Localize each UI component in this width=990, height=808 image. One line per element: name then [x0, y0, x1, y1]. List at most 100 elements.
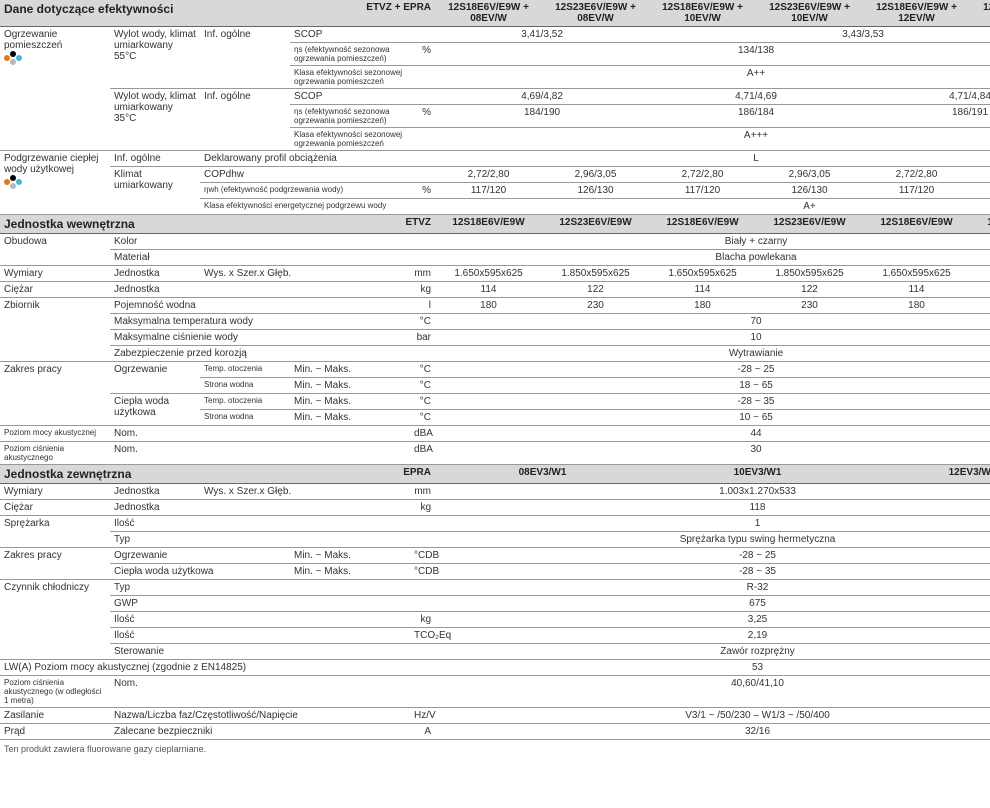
- label-minmax-3: Min. ~ Maks.: [290, 394, 410, 410]
- label-chlod: Czynnik chłodniczy: [0, 580, 110, 660]
- val-cis: 30: [435, 442, 990, 465]
- val-ilosc-3: 2,19: [435, 628, 990, 644]
- val-z6: -28 ~ 35: [435, 564, 990, 580]
- unit-dba-1: dBA: [410, 426, 435, 442]
- label-sprez: Sprężarka: [0, 516, 110, 548]
- val-z2: 18 ~ 65: [435, 378, 990, 394]
- sec2-col-0: 12S18E6V/E9W: [435, 215, 542, 234]
- tk-3: 230: [756, 298, 863, 314]
- label-moc-ak: Poziom mocy akustycznej: [0, 426, 110, 442]
- efficiency-table: Dane dotyczące efektywności ETVZ + EPRA …: [0, 0, 990, 215]
- label-profil: Deklarowany profil obciążenia: [200, 151, 435, 167]
- val-typ-1: Sprężarka typu swing hermetyczna: [435, 532, 990, 548]
- val-scop35-b: 4,71/4,69: [649, 89, 863, 105]
- label-jednostka-1: Jednostka: [110, 266, 200, 282]
- val-dim-out: 1.003x1.270x533: [435, 484, 990, 500]
- dim-0: 1.650x595x625: [435, 266, 542, 282]
- wt-2: 114: [649, 282, 756, 298]
- dim-4: 1.650x595x625: [863, 266, 970, 282]
- wt-3: 122: [756, 282, 863, 298]
- unit-mm-1: mm: [410, 266, 435, 282]
- sec3-hdr-right: EPRA: [290, 465, 435, 484]
- nwh-4: 117/120: [863, 183, 970, 199]
- sec1-col-3: 12S23E6V/E9W + 10EV/W: [756, 0, 863, 27]
- label-wxsxg-1: Wys. x Szer.x Głęb.: [200, 266, 410, 282]
- label-jednostka-2: Jednostka: [110, 282, 410, 298]
- dhw-icon: [4, 175, 24, 189]
- cop-4: 2,72/2,80: [863, 167, 970, 183]
- unit-c-1: °C: [410, 314, 435, 330]
- label-obudowa: Obudowa: [0, 234, 110, 266]
- label-klasa-35: Klasa efektywności sezonowej ogrzewania …: [290, 128, 435, 151]
- label-ster: Sterowanie: [110, 644, 435, 660]
- label-wymiary: Wymiary: [0, 266, 110, 282]
- label-minmax-6: Min. ~ Maks.: [290, 564, 410, 580]
- label-dhw: Podgrzewanie ciepłej wody użytkowej: [4, 153, 99, 175]
- tk-2: 180: [649, 298, 756, 314]
- label-ogrzewanie-2: Ogrzewanie: [110, 548, 290, 564]
- unit-kg-1: kg: [410, 282, 435, 298]
- cop-5: 2,96/3,05: [970, 167, 990, 183]
- unit-kg-2: kg: [410, 500, 435, 516]
- label-material: Materiał: [110, 250, 410, 266]
- label-jednostka-4: Jednostka: [110, 500, 410, 516]
- unit-c-4: °C: [410, 394, 435, 410]
- tk-0: 180: [435, 298, 542, 314]
- label-typ-1: Typ: [110, 532, 435, 548]
- label-ciezar-2: Ciężar: [0, 500, 110, 516]
- label-ns-55: ηs (efektywność sezonowa ogrzewania pomi…: [290, 43, 410, 66]
- label-pcis-2: Poziom ciśnienia akustycznego (w odległo…: [0, 676, 110, 708]
- sec1-hdr-right: ETVZ + EPRA: [290, 0, 435, 27]
- label-ciezar: Ciężar: [0, 282, 110, 298]
- sec1-col-4: 12S18E6V/E9W + 12EV/W: [863, 0, 970, 27]
- label-maxcis: Maksymalne ciśnienie wody: [110, 330, 410, 346]
- label-zakres-2: Zakres pracy: [0, 548, 110, 580]
- sec3-col-2: 12EV3/W1: [865, 465, 990, 484]
- val-pcis: 40,60/41,10: [435, 676, 990, 708]
- label-wxsxg-2: Wys. x Szer.x Głęb.: [200, 484, 410, 500]
- label-nom-1: Nom.: [110, 426, 410, 442]
- label-kl2: Klasa efektywności energetycznej podgrze…: [200, 199, 542, 215]
- label-ciepla-2: Ciepła woda użytkowa: [110, 564, 290, 580]
- label-zasil: Zasilanie: [0, 708, 110, 724]
- nwh-3: 126/130: [756, 183, 863, 199]
- sec2-hdr-right: ETVZ: [290, 215, 435, 234]
- nwh-5: 126/130: [970, 183, 990, 199]
- val-scop55-a: 3,41/3,52: [435, 27, 649, 43]
- sec1-col-0: 12S18E6V/E9W + 08EV/W: [435, 0, 542, 27]
- cop-0: 2,72/2,80: [435, 167, 542, 183]
- wt-5: 122: [970, 282, 990, 298]
- unit-c-5: °C: [410, 410, 435, 426]
- val-zasil: V3/1 ~ /50/230 – W1/3 ~ /50/400: [435, 708, 990, 724]
- sec3-title: Jednostka zewnętrzna: [0, 465, 290, 484]
- val-kl2: A+: [542, 199, 990, 215]
- val-moc: 44: [435, 426, 990, 442]
- wt-1: 122: [542, 282, 649, 298]
- label-ns-35: ηs (efektywność sezonowa ogrzewania pomi…: [290, 105, 410, 128]
- tk-1: 230: [542, 298, 649, 314]
- sec2-col-1: 12S23E6V/E9W: [542, 215, 649, 234]
- sec1-col-1: 12S23E6V/E9W + 08EV/W: [542, 0, 649, 27]
- unit-kg-3: kg: [410, 612, 435, 628]
- sec1-col-2: 12S18E6V/E9W + 10EV/W: [649, 0, 756, 27]
- unit-l: l: [410, 298, 435, 314]
- label-klimat-um: Klimat umiarkowany: [110, 167, 200, 215]
- indoor-table: Jednostka wewnętrzna ETVZ 12S18E6V/E9W 1…: [0, 215, 990, 465]
- val-typ-2: R-32: [435, 580, 990, 596]
- sec2-title: Jednostka wewnętrzna: [0, 215, 290, 234]
- tk-5: 230: [970, 298, 990, 314]
- val-maxcis: 10: [435, 330, 990, 346]
- label-maxtemp: Maksymalna temperatura wody: [110, 314, 410, 330]
- label-klasa-55: Klasa efektywności sezonowej ogrzewania …: [290, 66, 435, 89]
- val-scop35-a: 4,69/4,82: [435, 89, 649, 105]
- label-nwh: ηwh (efektywność podgrzewania wody): [200, 183, 410, 199]
- label-typ-2: Typ: [110, 580, 435, 596]
- dim-3: 1.850x595x625: [756, 266, 863, 282]
- tk-4: 180: [863, 298, 970, 314]
- label-zakres-1: Zakres pracy: [0, 362, 110, 426]
- unit-pct-1: %: [410, 43, 435, 66]
- label-minmax-2: Min. ~ Maks.: [290, 378, 410, 394]
- label-wymiary-2: Wymiary: [0, 484, 110, 500]
- dim-5: 1.850x595x625: [970, 266, 990, 282]
- label-inf-3: Inf. ogólne: [110, 151, 200, 167]
